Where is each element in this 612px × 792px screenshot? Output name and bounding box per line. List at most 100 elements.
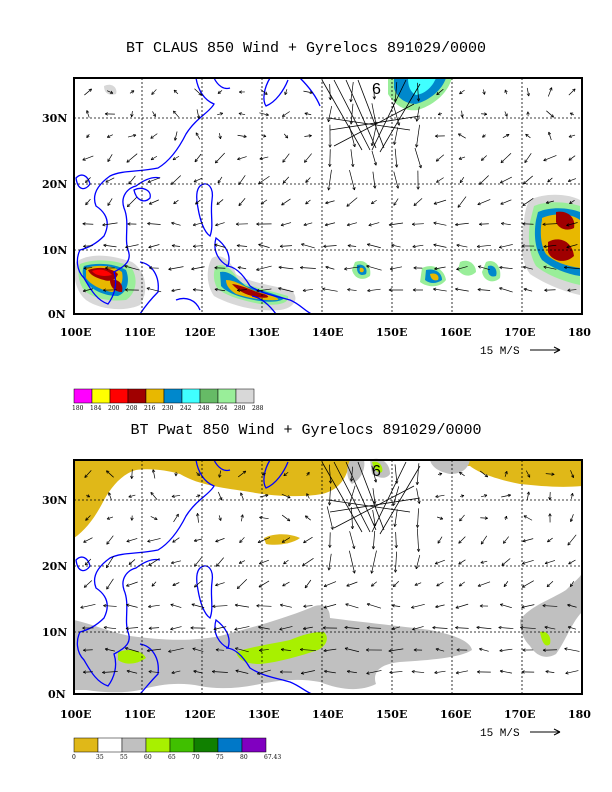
wind-vector-head xyxy=(413,202,417,206)
wind-vector-head xyxy=(416,186,420,190)
lon-label-180: 180 xyxy=(568,326,591,339)
wind-vector xyxy=(301,670,315,674)
wind-vector xyxy=(459,176,465,184)
wind-vector xyxy=(434,670,446,674)
wind-vector-head xyxy=(347,244,351,248)
wind-vector xyxy=(545,473,555,475)
wind-vector xyxy=(303,626,313,630)
wind-vector-head xyxy=(82,289,87,293)
wind-vector xyxy=(281,537,291,543)
wind-vector xyxy=(126,581,138,587)
wind-vector-head xyxy=(217,90,221,94)
wind-vector xyxy=(173,110,179,118)
wind-vector xyxy=(219,133,221,139)
wind-vector xyxy=(499,648,513,652)
wind-vector-head xyxy=(391,243,395,248)
wind-vector xyxy=(412,244,424,248)
legend-label: 65 xyxy=(168,754,176,761)
wind-vector xyxy=(347,245,357,247)
wind-vector-head xyxy=(434,670,438,675)
wind-vector-head xyxy=(126,669,130,673)
wind-vector-head xyxy=(256,604,260,608)
wind-vector-head xyxy=(520,625,524,630)
wind-vector-head xyxy=(238,112,242,116)
wind-vector-head xyxy=(148,245,152,249)
wind-vector xyxy=(194,88,202,96)
wind-vector xyxy=(568,88,576,96)
wind-vector-head xyxy=(344,267,348,271)
wind-vector-head xyxy=(344,625,348,630)
wind-vector xyxy=(394,509,398,527)
wind-vector-head xyxy=(458,583,463,587)
wind-vector-head xyxy=(458,540,462,544)
wind-vector-head xyxy=(523,287,527,292)
wind-vector-head xyxy=(243,134,247,138)
legend-label: 75 xyxy=(216,754,224,761)
wind-vector xyxy=(256,288,272,292)
wind-vector xyxy=(435,648,445,652)
wind-vector-head xyxy=(394,545,398,549)
legend-claus: 180 184 200 208 216 230 242 248 264 280 288 xyxy=(72,388,264,412)
map-title-claus: BT CLAUS 850 Wind + Gyrelocs 891029/0000 xyxy=(125,40,487,57)
wind-vector xyxy=(217,90,223,94)
wind-vector xyxy=(85,198,91,206)
wind-vector-head xyxy=(437,112,442,116)
wind-vector-head xyxy=(550,114,554,118)
wind-vector-head xyxy=(412,244,416,249)
wind-vector xyxy=(83,580,93,588)
wind-vector xyxy=(499,267,513,269)
wind-vector xyxy=(258,580,270,588)
wind-vector xyxy=(328,169,332,191)
wind-vector-head xyxy=(124,264,128,269)
wind-vector xyxy=(234,626,250,630)
wind-vector-head xyxy=(174,473,178,477)
wind-vector xyxy=(522,538,534,542)
wind-vector-head xyxy=(352,186,356,191)
wind-vector xyxy=(258,244,270,248)
wind-vector-head xyxy=(128,181,132,185)
wind-vector xyxy=(325,200,335,204)
wind-vector-head xyxy=(567,542,571,546)
wind-vector xyxy=(414,582,422,586)
wind-vector-head xyxy=(391,604,395,608)
wind-vector-head xyxy=(146,287,150,291)
wind-vector-head xyxy=(235,669,239,673)
wind-vector xyxy=(83,245,93,247)
wind-vector-head xyxy=(327,502,332,506)
wind-vector-head xyxy=(522,265,527,270)
wind-vector xyxy=(435,154,445,162)
wind-vector xyxy=(479,175,489,185)
wind-vector xyxy=(237,156,247,160)
wind-vector xyxy=(411,671,425,673)
wind-vector-head xyxy=(257,540,262,544)
wind-vector xyxy=(238,112,246,116)
wind-vector xyxy=(500,603,512,609)
wind-vector-head xyxy=(302,626,307,631)
wind-vector-head xyxy=(507,493,511,498)
wind-vector xyxy=(102,671,118,673)
wind-vector-head xyxy=(346,203,350,207)
wind-vector xyxy=(192,222,204,226)
wind-vector-head xyxy=(82,157,86,161)
wind-vector xyxy=(148,558,160,566)
legend-label: 216 xyxy=(144,405,156,412)
legend-swatch xyxy=(145,388,165,404)
wind-vector xyxy=(501,494,511,498)
wind-vector-head xyxy=(569,200,573,205)
wind-vector xyxy=(371,550,377,574)
wind-vector-head xyxy=(543,158,547,162)
wind-vector-head xyxy=(499,603,504,607)
wind-vector xyxy=(478,265,490,271)
wind-vector-head xyxy=(86,494,91,498)
wind-vector xyxy=(149,199,159,205)
wind-vector xyxy=(103,605,117,607)
wind-vector xyxy=(350,466,354,482)
wind-vector-head xyxy=(521,584,526,588)
wind-vector-head xyxy=(127,222,131,226)
wind-vector xyxy=(344,266,360,270)
wind-vector-head xyxy=(238,181,242,185)
wind-vector-head xyxy=(194,158,198,163)
wind-vector-head xyxy=(151,91,155,95)
wind-vector-head xyxy=(126,603,130,607)
wind-vector-head xyxy=(191,603,195,607)
